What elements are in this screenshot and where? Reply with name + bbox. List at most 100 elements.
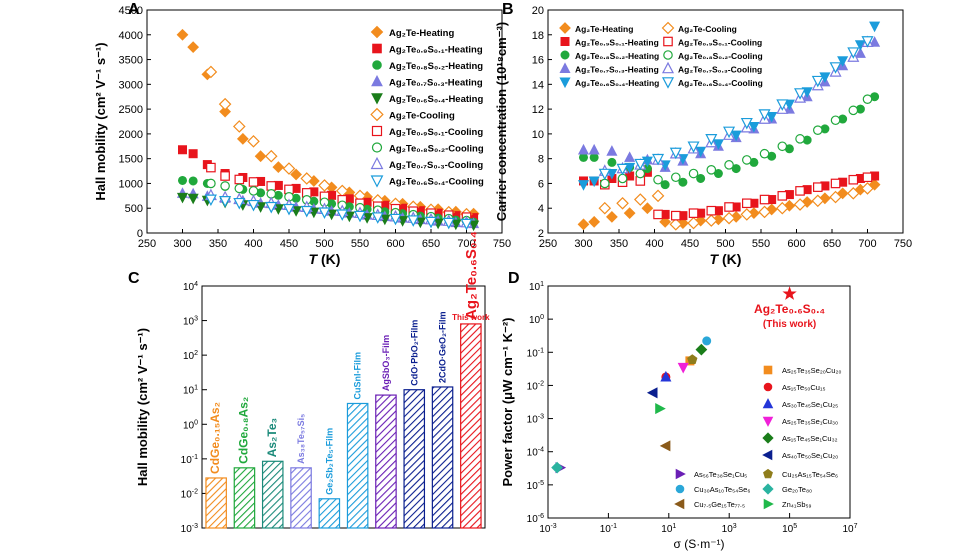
legend-label: Ag₂Te₀.₈S₀.₂-Cooling (678, 51, 763, 61)
legend-marker (663, 36, 673, 47)
y-tick-label: 10-2 (527, 380, 544, 392)
panel-letter: C (128, 270, 140, 287)
y-tick-label: 20 (532, 5, 544, 17)
data-point (848, 174, 859, 185)
x-tick-label: 750 (894, 238, 912, 250)
data-point (176, 28, 189, 41)
y-tick-label: 4000 (119, 30, 143, 42)
data-point (704, 214, 718, 227)
data-point (705, 134, 718, 146)
data-point (266, 181, 277, 191)
legend-marker (763, 382, 773, 392)
data-point (740, 117, 753, 130)
bar-label: 2CdO·GeO₂-Film (438, 311, 448, 383)
data-point (759, 194, 770, 205)
legend-label: Ag₂Te₀.₈S₀.₂-Cooling (389, 144, 484, 155)
data-point (176, 192, 189, 204)
legend-label: Ag₂Te₀.₈S₀.₂-Heating (389, 61, 483, 72)
legend-label: Ag₂Te₀.₆S₀.₄-Cooling (389, 177, 484, 188)
data-point (623, 207, 636, 220)
data-point (730, 130, 742, 142)
data-point (234, 183, 245, 194)
panel-letter: D (508, 270, 520, 287)
data-point (577, 218, 590, 231)
data-point (588, 215, 601, 228)
x-tick-label: 250 (138, 238, 156, 250)
x-tick-label: 550 (351, 238, 369, 250)
legend-marker (675, 468, 686, 480)
data-point (777, 141, 788, 152)
y-tick-label: 2500 (119, 104, 143, 116)
data-point (588, 143, 600, 155)
data-point (442, 217, 455, 230)
data-point (775, 201, 789, 215)
data-point (653, 209, 663, 220)
panel-d: D 10-3 10-1 101 103 105 107 10-6 10-5 10-4 10-3 10-… (500, 270, 858, 551)
data-point (634, 158, 647, 171)
data-point (616, 196, 629, 210)
data-point (599, 178, 610, 189)
data-point (669, 218, 683, 231)
legend-marker (661, 21, 675, 35)
data-point (836, 187, 849, 200)
data-point (248, 177, 259, 187)
bar-label: Ag₂Te₀.₆S₀.₄ (463, 231, 480, 320)
legend-marker (763, 365, 773, 375)
legend-marker (371, 142, 383, 153)
data-point (795, 134, 805, 144)
data-point (646, 387, 658, 399)
y-tick-label: 4 (538, 203, 544, 215)
y-tick-label: 8 (538, 154, 544, 166)
data-point (869, 36, 881, 47)
legend-marker (674, 498, 685, 510)
data-point (607, 157, 617, 167)
data-point (830, 115, 841, 126)
y-tick-label: 102 (183, 350, 198, 362)
legend-label: Ag₂Te₀.₉S₀.₁-Cooling (389, 127, 483, 138)
data-point (722, 211, 736, 225)
data-point (353, 210, 367, 223)
data-point (219, 195, 232, 208)
legend-label: Ag₂Te₀.₈S₀.₂-Heating (575, 51, 659, 61)
x-tick-label: 650 (422, 238, 440, 250)
legend-label: As₃₀Te₄₅Se₁Cu₂₅ (782, 400, 838, 409)
bar-label: CuSnI-Film (353, 352, 363, 400)
y-tick-label: 2 (538, 228, 544, 240)
bar (318, 498, 341, 529)
data-point (187, 41, 200, 54)
panel-letter: B (502, 1, 514, 18)
data-point (236, 132, 249, 145)
y-tick-label: 14 (532, 79, 544, 91)
legend-marker (370, 175, 384, 188)
y-axis-label: Power factor (μW cm⁻¹ K⁻²) (500, 317, 515, 486)
legend-label: As₅₆Te₃₈Se₁Cu₅ (694, 470, 747, 479)
x-tick-label: 700 (457, 238, 475, 250)
panel-letter: A (128, 1, 140, 18)
data-point (254, 150, 267, 163)
data-point (635, 168, 646, 179)
data-point (577, 180, 590, 191)
data-point (740, 208, 754, 221)
data-point (234, 174, 245, 185)
y-tick-label: 2000 (119, 129, 143, 141)
data-point (577, 143, 590, 155)
bar-label: CdGe₀.₁₅As₂ (208, 402, 222, 474)
legend-label: Cu₃₀As₁₀Te₅₄Se₆ (694, 485, 750, 494)
y-tick-label: 10-3 (527, 414, 544, 426)
data-point (389, 213, 402, 226)
legend-marker (762, 483, 774, 495)
data-point (677, 362, 689, 374)
data-point (730, 211, 743, 223)
data-point (460, 218, 473, 231)
legend-label: As₄₀Te₅₀Se₁Cu₂₀ (782, 451, 838, 460)
data-point (318, 207, 331, 219)
data-point (687, 354, 698, 365)
bar-label: CdGe₀.₈As₂ (236, 397, 250, 464)
data-point (848, 105, 859, 116)
plot-frame (547, 285, 851, 519)
this-work-label: Ag₂Te₀.₆S₀.₄ (754, 302, 825, 316)
panel-b: 250 300 350 400 450 500 550 600 650 700 750 2 4 6 8 10 1… (494, 1, 912, 267)
data-point (812, 125, 823, 135)
data-point (794, 88, 807, 100)
legend-marker (370, 156, 384, 170)
